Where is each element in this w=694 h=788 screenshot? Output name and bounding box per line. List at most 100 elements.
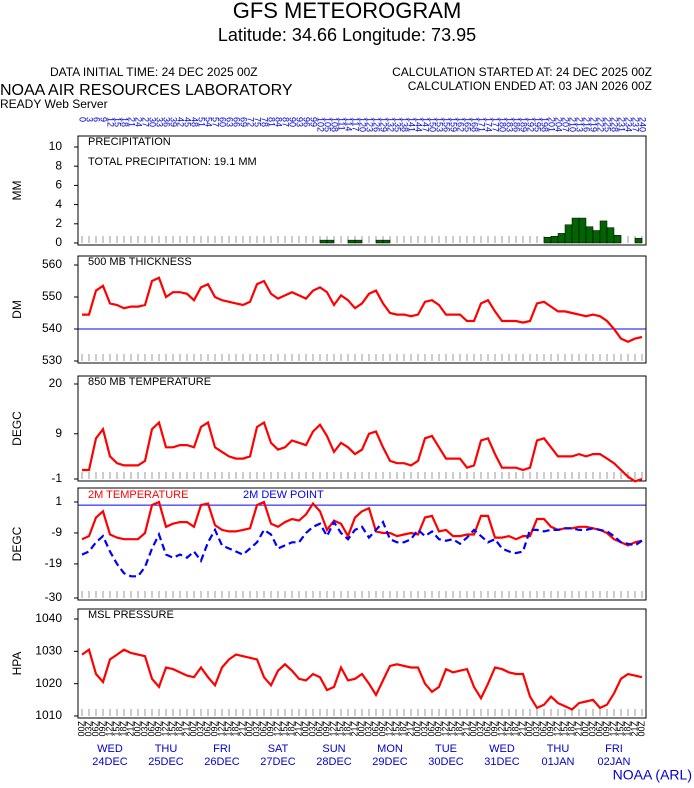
hour-label: 111 (337, 117, 347, 131)
series-line (81, 519, 643, 578)
y-tick-label: 2 (55, 216, 62, 230)
time-label: 00Z (524, 721, 534, 737)
hour-label: 72 (246, 117, 256, 127)
y-tick-label: 560 (42, 257, 62, 271)
time-label: 18Z (342, 721, 352, 737)
hour-label: 201 (547, 117, 557, 132)
time-label: 03Z (363, 721, 373, 737)
panel-frame (77, 255, 647, 364)
hour-label: 54 (204, 117, 214, 127)
y-tick-label: 1010 (35, 708, 62, 722)
hour-label: 0 (78, 117, 88, 122)
hour-label: 126 (372, 117, 382, 132)
hour-label: 81 (267, 117, 277, 127)
calc-started: CALCULATION STARTED AT: 24 DEC 2025 00Z (392, 65, 652, 79)
date-label: 26DEC (204, 756, 240, 768)
hour-label: 12 (106, 117, 116, 127)
precip-bar (354, 239, 363, 244)
hour-label: 15 (113, 117, 123, 127)
panel-title: MSL PRESSURE (88, 609, 174, 621)
y-axis-label: DEGC (10, 526, 24, 561)
hour-label: 39 (169, 117, 179, 127)
y-axis-label: DEGC (10, 411, 24, 446)
series-line (81, 500, 643, 547)
y-tick-label: 9 (55, 426, 62, 440)
time-label: 15Z (391, 721, 401, 737)
y-axis-label: HPA (10, 652, 24, 676)
y-tick-label: 10 (49, 139, 63, 153)
time-label: 00Z (132, 721, 142, 737)
time-label: 21Z (517, 721, 527, 737)
hour-label: 30 (148, 117, 158, 127)
hour-label: 48 (190, 117, 200, 127)
panel-frame (77, 487, 647, 601)
time-label: 15Z (615, 721, 625, 737)
hour-label: 87 (281, 117, 291, 127)
hour-label: 237 (631, 117, 641, 132)
hour-label: 135 (393, 117, 403, 132)
panel-frame (77, 375, 647, 482)
hour-label: 174 (484, 117, 494, 132)
time-label: 15Z (559, 721, 569, 737)
hour-label: 177 (491, 117, 501, 132)
time-label: 21Z (181, 721, 191, 737)
hour-label: 219 (589, 117, 599, 132)
hour-label: 90 (288, 117, 298, 127)
hour-label: 105 (323, 117, 333, 132)
time-label: 06Z (258, 721, 268, 737)
hour-label: 75 (253, 117, 263, 127)
time-label: 18Z (454, 721, 464, 737)
subtitle: Latitude: 34.66 Longitude: 73.95 (218, 25, 476, 45)
time-label: 06Z (426, 721, 436, 737)
time-label: 03Z (83, 721, 93, 737)
time-label: 00Z (244, 721, 254, 737)
time-label: 15Z (447, 721, 457, 737)
hour-label: 156 (442, 117, 452, 132)
time-label: 12Z (440, 721, 450, 737)
hour-label: 159 (449, 117, 459, 132)
hour-label: 45 (183, 117, 193, 127)
hour-label: 42 (176, 117, 186, 127)
time-label: 21Z (573, 721, 583, 737)
time-label: 18Z (566, 721, 576, 737)
time-label: 06Z (90, 721, 100, 737)
precip-bar (578, 217, 587, 244)
time-label: 18Z (398, 721, 408, 737)
hour-label: 228 (610, 117, 620, 132)
time-label: 21Z (293, 721, 303, 737)
precip-bar (564, 224, 573, 244)
date-label: 27DEC (260, 756, 296, 768)
hour-label: 21 (127, 117, 137, 127)
y-tick-label: -9 (51, 525, 62, 539)
y-tick-label: 4 (55, 197, 62, 211)
hour-label: 93 (295, 117, 305, 127)
time-label: 12Z (104, 721, 114, 737)
hour-label: 114 (344, 117, 354, 131)
title: GFS METEOROGRAM (233, 0, 462, 23)
precip-bar (382, 239, 391, 244)
panel-frame (77, 608, 647, 719)
date-label: 30DEC (428, 756, 464, 768)
hour-label: 78 (260, 117, 270, 127)
time-label: 21Z (237, 721, 247, 737)
hour-label: 9 (99, 117, 109, 122)
hour-label: 216 (582, 117, 592, 132)
hour-label: 153 (435, 117, 445, 132)
y-tick-label: 6 (55, 178, 62, 192)
hour-label: 168 (470, 117, 480, 132)
time-label: 12Z (608, 721, 618, 737)
hour-label: 3 (85, 117, 95, 122)
time-label: 09Z (601, 721, 611, 737)
hour-label: 162 (456, 117, 466, 132)
time-label: 12Z (216, 721, 226, 737)
time-label: 06Z (314, 721, 324, 737)
hour-label: 51 (197, 117, 207, 127)
time-label: 03Z (307, 721, 317, 737)
hour-label: 69 (239, 117, 249, 127)
hour-label: 57 (211, 117, 221, 127)
time-label: 15Z (335, 721, 345, 737)
day-label: THU (547, 743, 570, 755)
hour-label: 231 (617, 117, 627, 132)
time-label: 21Z (629, 721, 639, 737)
